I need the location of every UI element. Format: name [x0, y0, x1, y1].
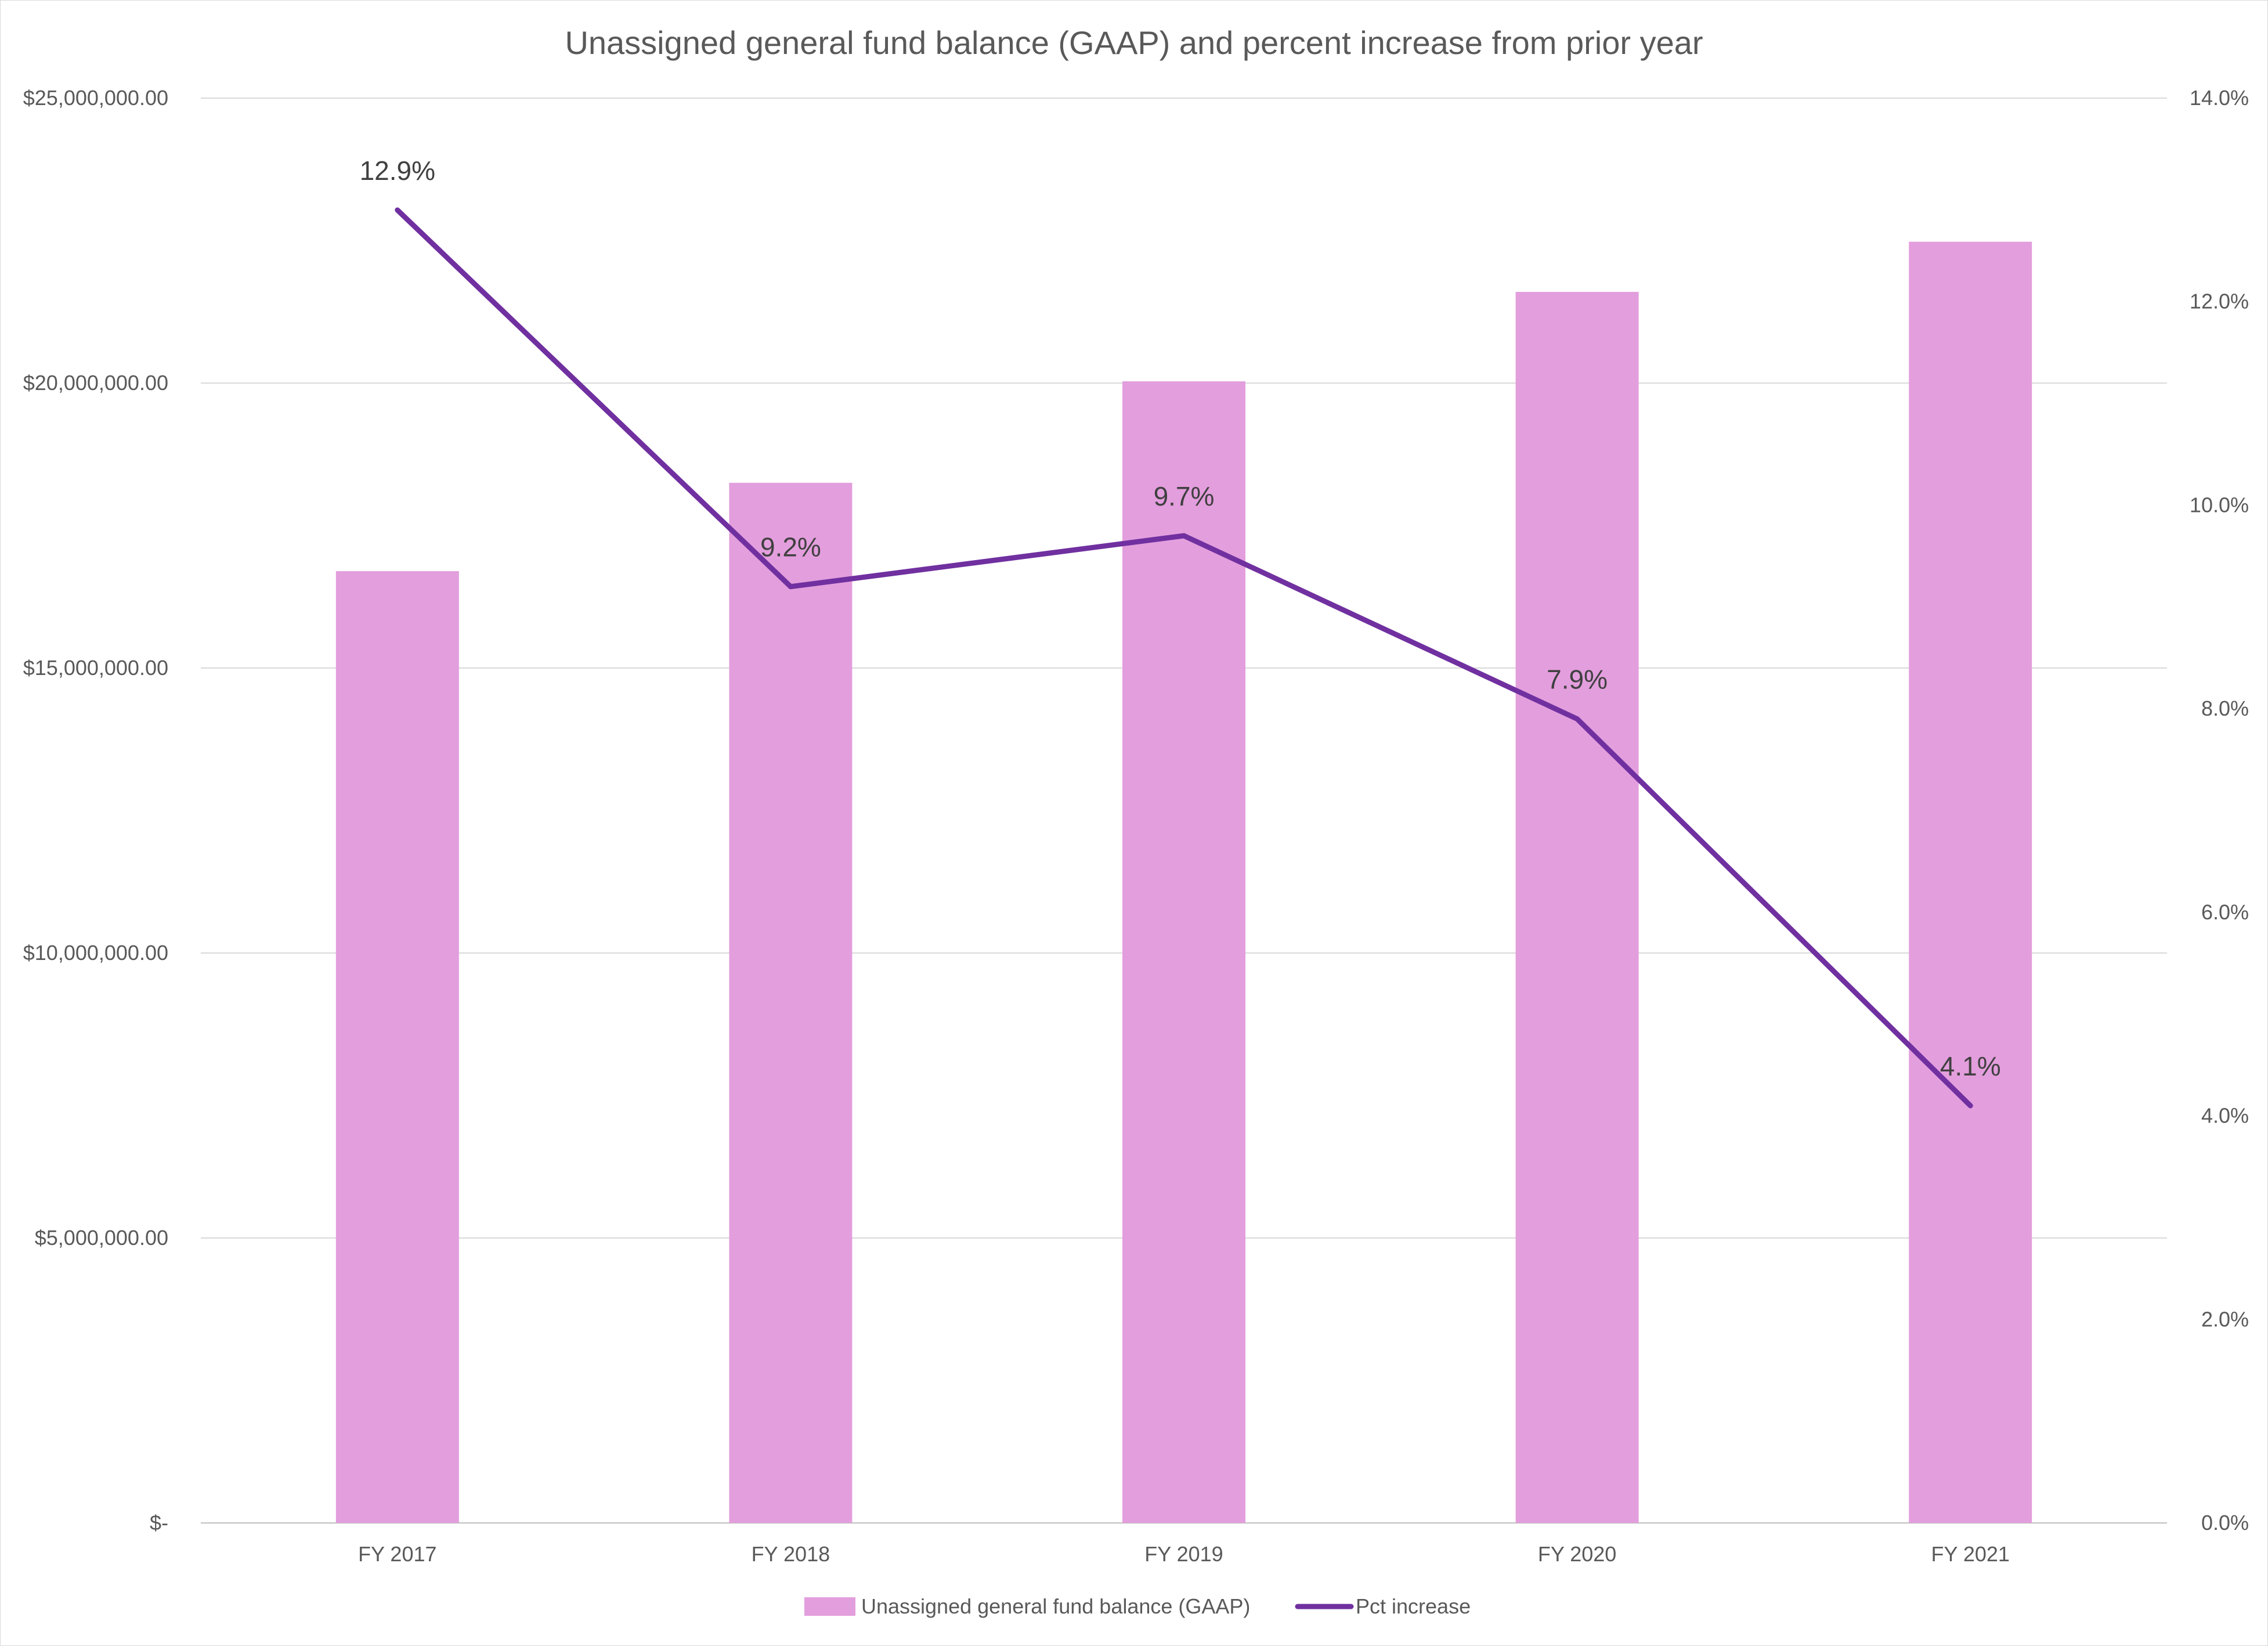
chart-title: Unassigned general fund balance (GAAP) a…	[565, 24, 1703, 61]
y-right-tick-label: 8.0%	[2201, 696, 2249, 720]
y-right-tick-label: 12.0%	[2190, 290, 2249, 313]
legend-label-line: Pct increase	[1356, 1594, 1471, 1618]
y-right-tick-label: 14.0%	[2190, 86, 2249, 110]
y-right-tick-label: 10.0%	[2190, 493, 2249, 517]
legend-label-bars: Unassigned general fund balance (GAAP)	[861, 1594, 1250, 1618]
bar	[1122, 381, 1245, 1524]
data-label: 4.1%	[1940, 1051, 2001, 1081]
y-right-tick-label: 4.0%	[2201, 1104, 2249, 1128]
data-label: 9.7%	[1154, 481, 1215, 511]
y-right-tick-label: 2.0%	[2201, 1307, 2249, 1331]
y-left-tick-label: $5,000,000.00	[35, 1226, 168, 1250]
y-left-tick-label: $10,000,000.00	[23, 941, 168, 965]
y-right-tick-label: 0.0%	[2201, 1511, 2249, 1535]
x-tick-label: FY 2017	[358, 1542, 436, 1566]
bar	[729, 482, 853, 1523]
bar	[335, 571, 459, 1523]
data-label: 12.9%	[360, 156, 435, 186]
data-label: 9.2%	[760, 532, 821, 562]
x-tick-label: FY 2019	[1144, 1542, 1223, 1566]
y-left-tick-label: $20,000,000.00	[23, 371, 168, 395]
data-label: 7.9%	[1547, 665, 1608, 695]
bar	[1515, 291, 1639, 1524]
y-left-tick-label: $-	[150, 1511, 168, 1535]
x-tick-label: FY 2018	[752, 1542, 830, 1566]
y-right-tick-label: 6.0%	[2201, 900, 2249, 924]
bar	[1909, 241, 2032, 1524]
x-tick-label: FY 2021	[1931, 1542, 2009, 1566]
y-left-tick-label: $25,000,000.00	[23, 86, 168, 110]
legend-swatch-bars	[804, 1597, 855, 1616]
x-tick-label: FY 2020	[1538, 1542, 1616, 1566]
y-left-tick-label: $15,000,000.00	[23, 656, 168, 680]
pct-increase-line	[395, 207, 1973, 1109]
